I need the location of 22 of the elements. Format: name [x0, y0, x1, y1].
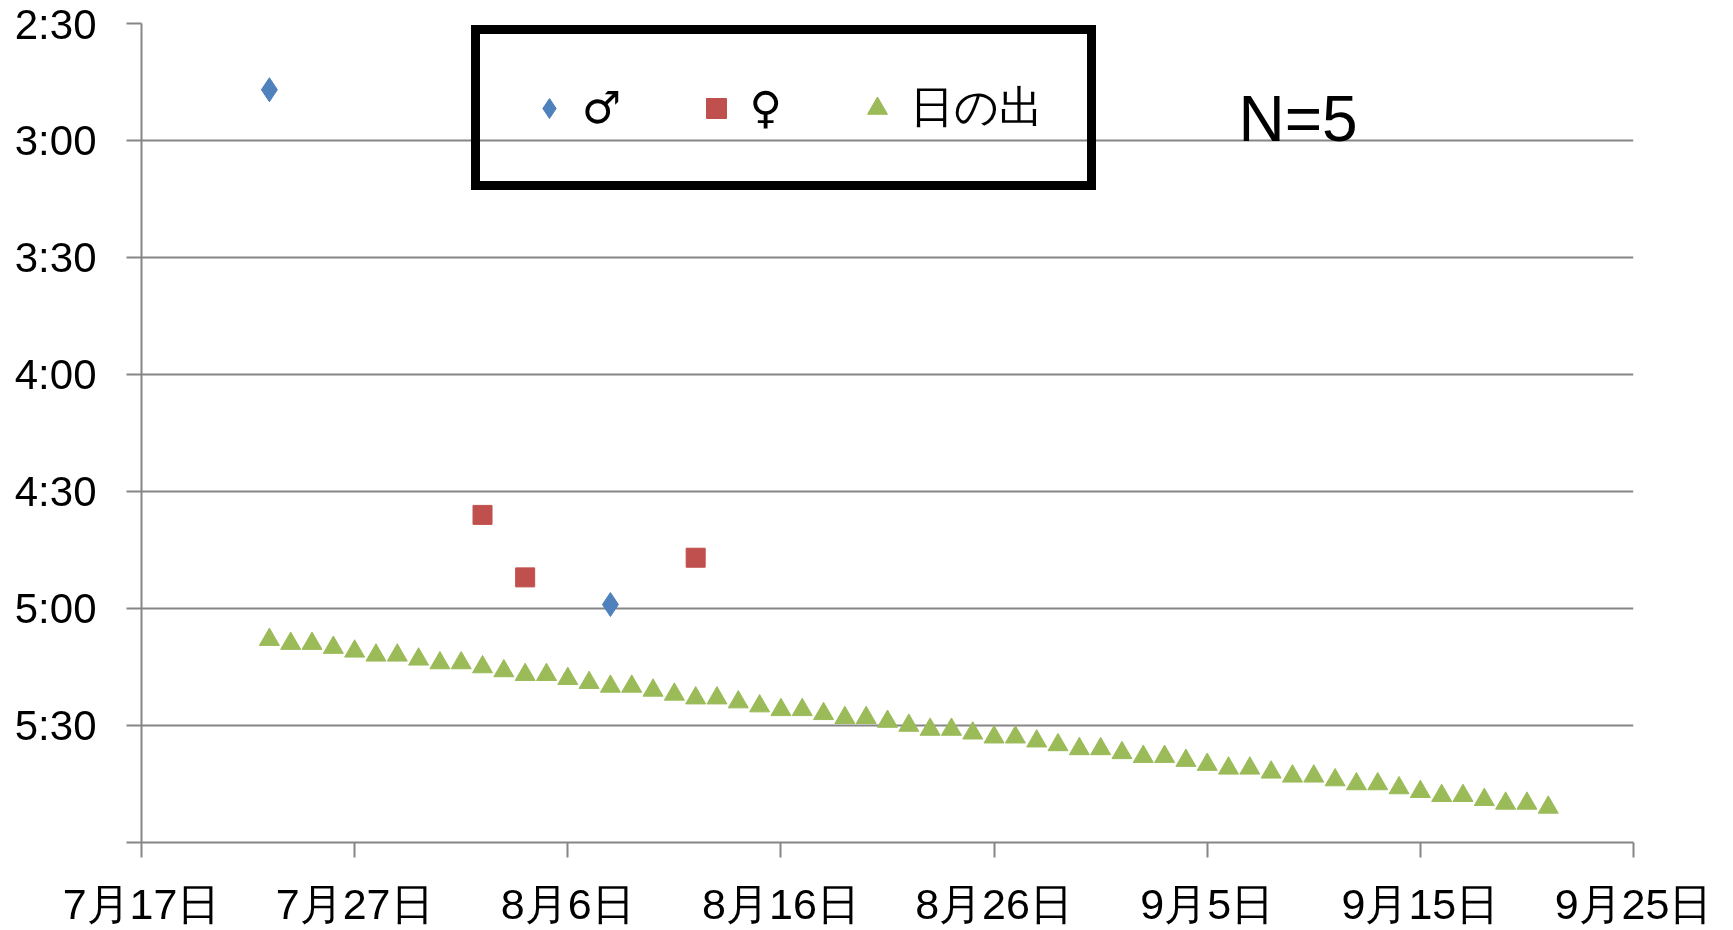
point	[685, 547, 706, 568]
x-tick-label: 9月25日	[1554, 879, 1713, 928]
legend-label: ♀	[749, 82, 782, 133]
y-tick-label: 3:00	[14, 117, 97, 164]
point	[515, 567, 536, 588]
y-tick-label: 4:30	[14, 468, 97, 515]
y-tick-label: 4:00	[14, 351, 97, 398]
x-tick-label: 9月15日	[1341, 879, 1500, 928]
x-tick-label: 9月5日	[1140, 879, 1275, 928]
y-tick-label: 2:30	[14, 0, 97, 48]
y-tick-label: 5:30	[14, 702, 97, 749]
x-tick-label: 7月17日	[62, 879, 221, 928]
x-tick-label: 7月27日	[275, 879, 434, 928]
x-tick-label: 8月16日	[702, 879, 860, 928]
y-tick-label: 3:30	[14, 234, 97, 281]
x-tick-label: 8月6日	[500, 879, 635, 928]
legend-label: ♂	[582, 82, 622, 133]
point	[472, 504, 493, 525]
legend-label: 日の出	[909, 80, 1043, 134]
y-tick-label: 5:00	[14, 585, 97, 632]
x-tick-label: 8月26日	[915, 879, 1073, 928]
annotation: N=5	[1238, 82, 1358, 155]
